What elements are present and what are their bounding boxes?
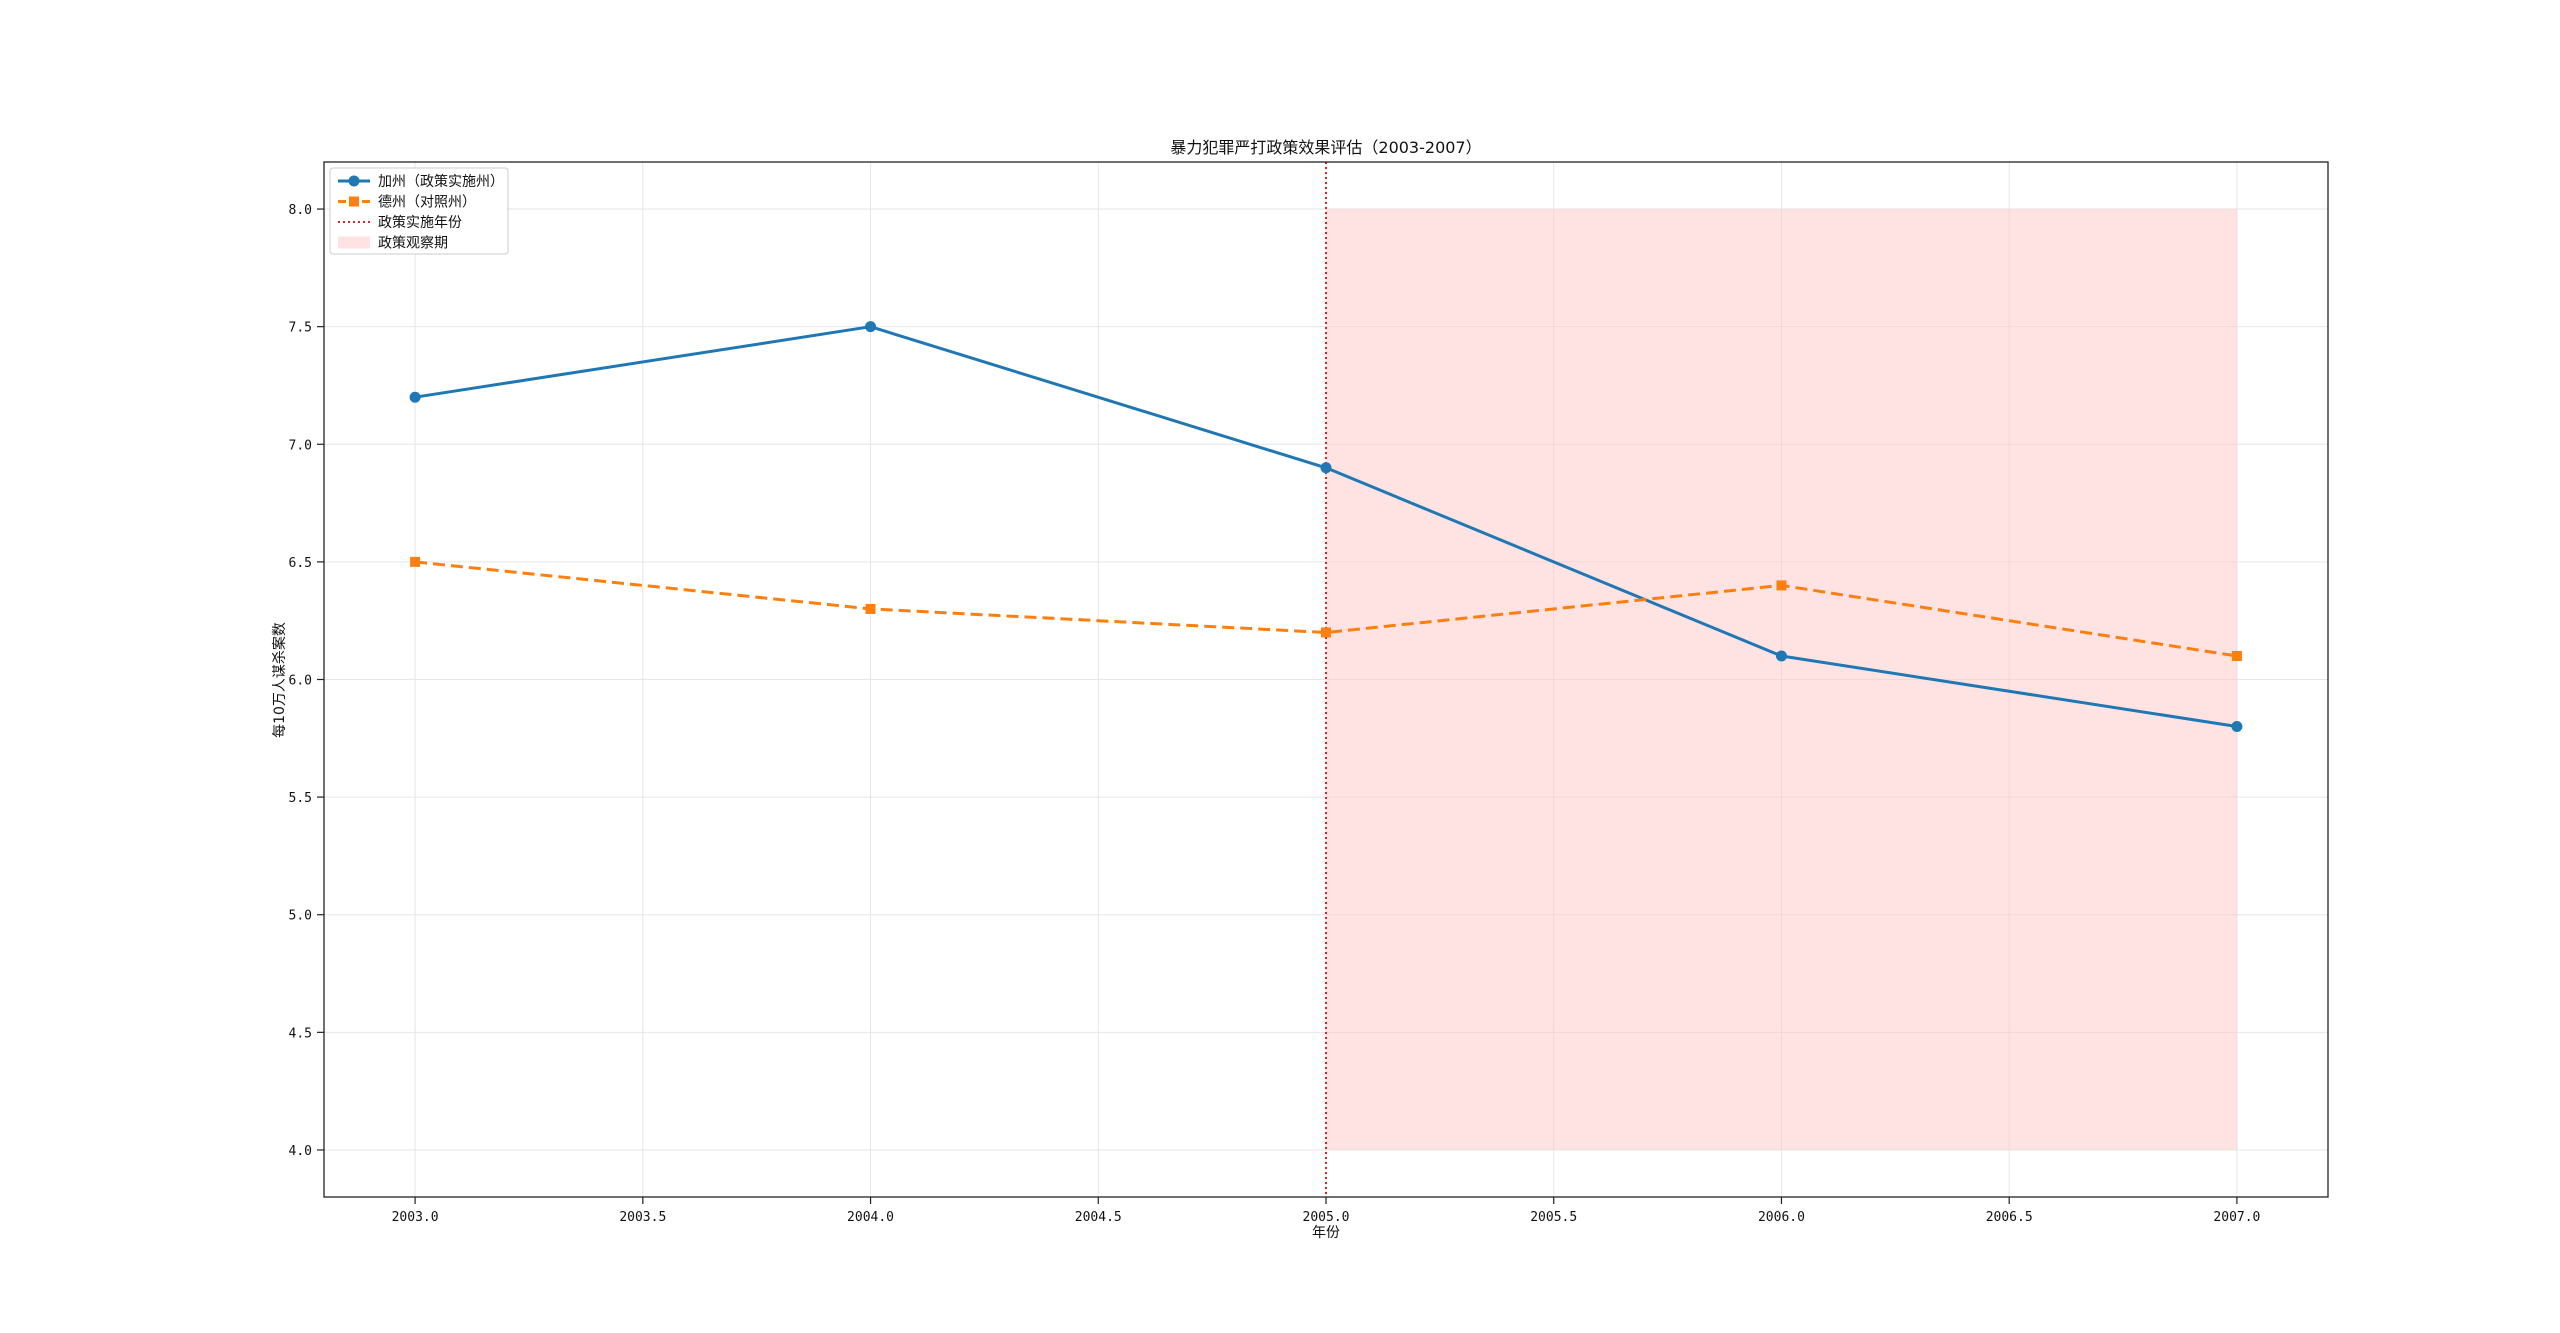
data-point: [410, 556, 421, 567]
legend-label: 政策实施年份: [378, 214, 462, 231]
x-tick-label: 2004.0: [847, 1210, 894, 1225]
x-tick-label: 2005.5: [1530, 1210, 1577, 1225]
y-tick-label: 8.0: [289, 203, 312, 218]
series-layer: [409, 321, 2243, 733]
y-tick-label: 4.0: [289, 1144, 312, 1159]
axes-layer: 2003.0 2003.5 2004.0 2004.5 2005.0 2005.5 2006…: [289, 203, 2261, 1225]
x-tick-label: 2006.5: [1986, 1210, 2033, 1225]
chart-title: 暴力犯罪严打政策效果评估（2003-2007）: [1170, 138, 1481, 157]
data-point: [2231, 721, 2243, 733]
x-tick-label: 2003.0: [392, 1210, 439, 1225]
x-tick-label: 2005.0: [1303, 1210, 1350, 1225]
y-tick-label: 5.0: [289, 909, 312, 924]
data-point: [865, 603, 876, 614]
x-tick-label: 2003.5: [619, 1210, 666, 1225]
data-point: [1776, 580, 1787, 591]
data-point: [409, 391, 421, 403]
observation-period-layer: [1326, 209, 2237, 1150]
x-tick-label: 2007.0: [2213, 1210, 2260, 1225]
data-point: [1321, 627, 1331, 638]
observation-period-region: [1326, 209, 2237, 1150]
data-point: [1775, 650, 1787, 662]
data-point: [1320, 462, 1332, 474]
y-tick-label: 6.0: [289, 674, 312, 689]
data-point: [865, 321, 877, 333]
y-tick-label: 5.5: [289, 791, 312, 806]
x-tick-label: 2006.0: [1758, 1210, 1805, 1225]
legend-swatch-region: [338, 236, 370, 249]
y-tick-label: 6.5: [289, 556, 312, 571]
y-axis-title: 每10万人谋杀案数: [271, 622, 288, 738]
y-tick-label: 7.0: [289, 438, 312, 453]
legend-box: [329, 167, 509, 255]
legend-label: 德州（对照州）: [378, 195, 476, 211]
legend-label: 政策观察期: [378, 235, 448, 252]
y-tick-label: 7.5: [289, 321, 312, 336]
data-point: [2231, 650, 2242, 661]
legend-label: 加州（政策实施州）: [378, 173, 504, 190]
y-tick-label: 4.5: [289, 1026, 312, 1041]
legend-swatch-marker: [349, 196, 359, 207]
legend-swatch-marker: [348, 175, 360, 187]
x-axis-title: 年份: [1312, 1225, 1340, 1241]
x-tick-label: 2004.5: [1075, 1210, 1122, 1225]
